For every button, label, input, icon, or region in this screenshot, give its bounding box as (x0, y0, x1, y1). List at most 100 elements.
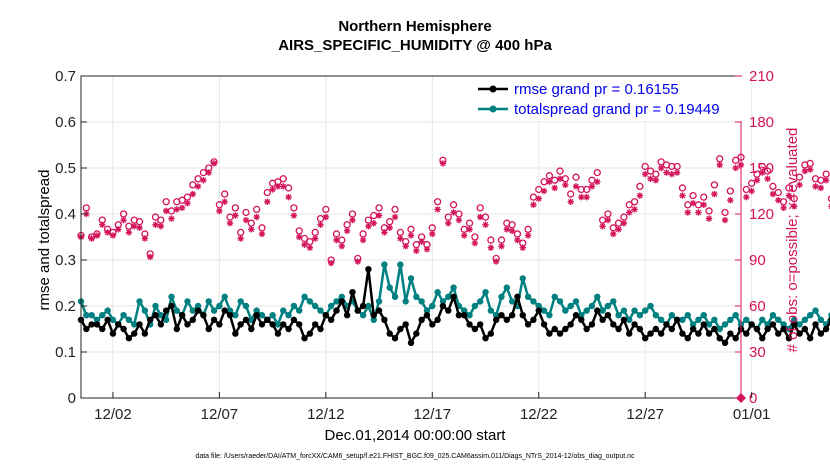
obs-evaluated-point (508, 227, 516, 235)
obs-possible-point (652, 170, 660, 178)
y-axis-right-label: # of obs: o=possible; ×=evaluated (784, 128, 801, 353)
totalspread-line-point (556, 298, 564, 305)
rmse-line-point (146, 316, 154, 323)
totalspread-line-point (615, 312, 622, 319)
asterisk-stroke (557, 175, 563, 182)
rmse-line-point (753, 325, 761, 333)
totalspread-line-point (684, 312, 691, 319)
asterisk-stroke (136, 225, 143, 231)
rmse-line-point (381, 316, 388, 323)
legend: rmse grand pr = 0.16155 totalspread gran… (474, 77, 743, 121)
rmse-line-point (253, 312, 260, 319)
obs-evaluated-point (402, 243, 409, 250)
obs-possible-point (795, 173, 804, 181)
asterisk-stroke (823, 177, 829, 184)
obs-evaluated-point (753, 177, 761, 184)
asterisk-stroke (418, 238, 425, 245)
obs-evaluated-point (141, 235, 149, 242)
asterisk-stroke (221, 198, 228, 205)
asterisk-stroke (812, 183, 819, 190)
obs-evaluated-point (748, 187, 755, 195)
totalspread-line-point (439, 298, 447, 305)
rmse-line (79, 267, 830, 345)
obs-evaluated-point (455, 216, 463, 224)
totalspread-line-point (317, 307, 324, 314)
rmse-line-point (796, 330, 803, 337)
obs-evaluated-point (791, 203, 798, 210)
rmse-line-point (269, 321, 276, 328)
asterisk-stroke (541, 188, 547, 194)
asterisk-stroke (780, 205, 787, 211)
obs-possible-point (689, 191, 697, 200)
rmse-line-point (434, 316, 441, 323)
obs-possible-point (598, 216, 607, 224)
totalspread-line-point (83, 312, 90, 319)
rmse-line-point (248, 325, 255, 333)
asterisk-stroke (301, 241, 308, 248)
obs-possible-point (785, 184, 793, 192)
obs-evaluated-point (168, 215, 175, 222)
obs-possible-point (391, 205, 399, 214)
totalspread-line-point (780, 321, 787, 328)
asterisk-stroke (445, 220, 452, 226)
rmse-line-point (647, 330, 654, 337)
chart-subtitle: AIRS_SPECIFIC_HUMIDITY @ 400 hPa (278, 37, 552, 54)
asterisk-stroke (594, 179, 601, 185)
rmse-line-point (588, 321, 596, 328)
rmse-line-point (679, 330, 686, 337)
asterisk-stroke (434, 206, 441, 213)
totalspread-line-point (695, 316, 702, 323)
rmse-line-point (487, 330, 495, 337)
obs-evaluated-point (258, 230, 266, 238)
asterisk-stroke (722, 217, 728, 223)
obs-evaluated-point (482, 221, 489, 228)
asterisk-stroke (285, 194, 292, 200)
rmse-line-point (572, 312, 580, 319)
totalspread-line-point (540, 307, 548, 314)
legend-rmse-label: rmse grand pr = 0.16155 (514, 81, 679, 98)
obs-evaluated-point (216, 207, 223, 215)
rmse-line-point (322, 312, 330, 319)
totalspread-line-point (365, 302, 372, 310)
asterisk-stroke (700, 202, 707, 208)
x-tick-label: 12/22 (520, 406, 558, 423)
totalspread-line-point (189, 307, 196, 314)
totalspread-line-point (210, 307, 218, 314)
obs-possible-point (370, 211, 378, 220)
rmse-line-point (194, 307, 202, 314)
obs-possible-point (221, 190, 229, 198)
obs-evaluated-point (88, 235, 95, 242)
rmse-line-point (498, 312, 505, 319)
rmse-line-point (210, 316, 218, 323)
obs-possible-point (167, 207, 176, 215)
obs-evaluated-point (663, 169, 670, 176)
obs-possible-point (769, 182, 777, 191)
obs-possible-point (471, 233, 479, 241)
rmse-line-point (423, 312, 431, 319)
x-tick-label: 12/07 (201, 406, 239, 423)
totalspread-line-point (503, 284, 511, 291)
obs-evaluated-point (359, 236, 367, 244)
rmse-line-point (184, 321, 191, 328)
obs-possible-point (306, 237, 314, 246)
obs-possible-point (284, 184, 293, 192)
obs-evaluated-point (391, 213, 399, 221)
rmse-line-point (402, 321, 409, 328)
obs-evaluated-point (583, 193, 590, 201)
obs-evaluated-point (546, 178, 553, 185)
asterisk-stroke (658, 165, 664, 171)
y-right-tick-label: 120 (749, 206, 774, 223)
rmse-line-point (264, 316, 271, 323)
obs-evaluated-point (711, 190, 718, 198)
totalspread-line-point (498, 293, 505, 300)
obs-possible-point (465, 219, 474, 227)
rmse-line-point (689, 325, 697, 333)
rmse-line-point (83, 325, 90, 333)
obs-evaluated-point (476, 213, 484, 221)
asterisk-stroke (264, 198, 271, 205)
totalspread-line-point (626, 316, 633, 323)
rmse-line-point (594, 307, 601, 314)
asterisk-stroke (349, 217, 356, 223)
obs-evaluated-point (615, 226, 622, 233)
obs-evaluated-point (365, 223, 372, 230)
